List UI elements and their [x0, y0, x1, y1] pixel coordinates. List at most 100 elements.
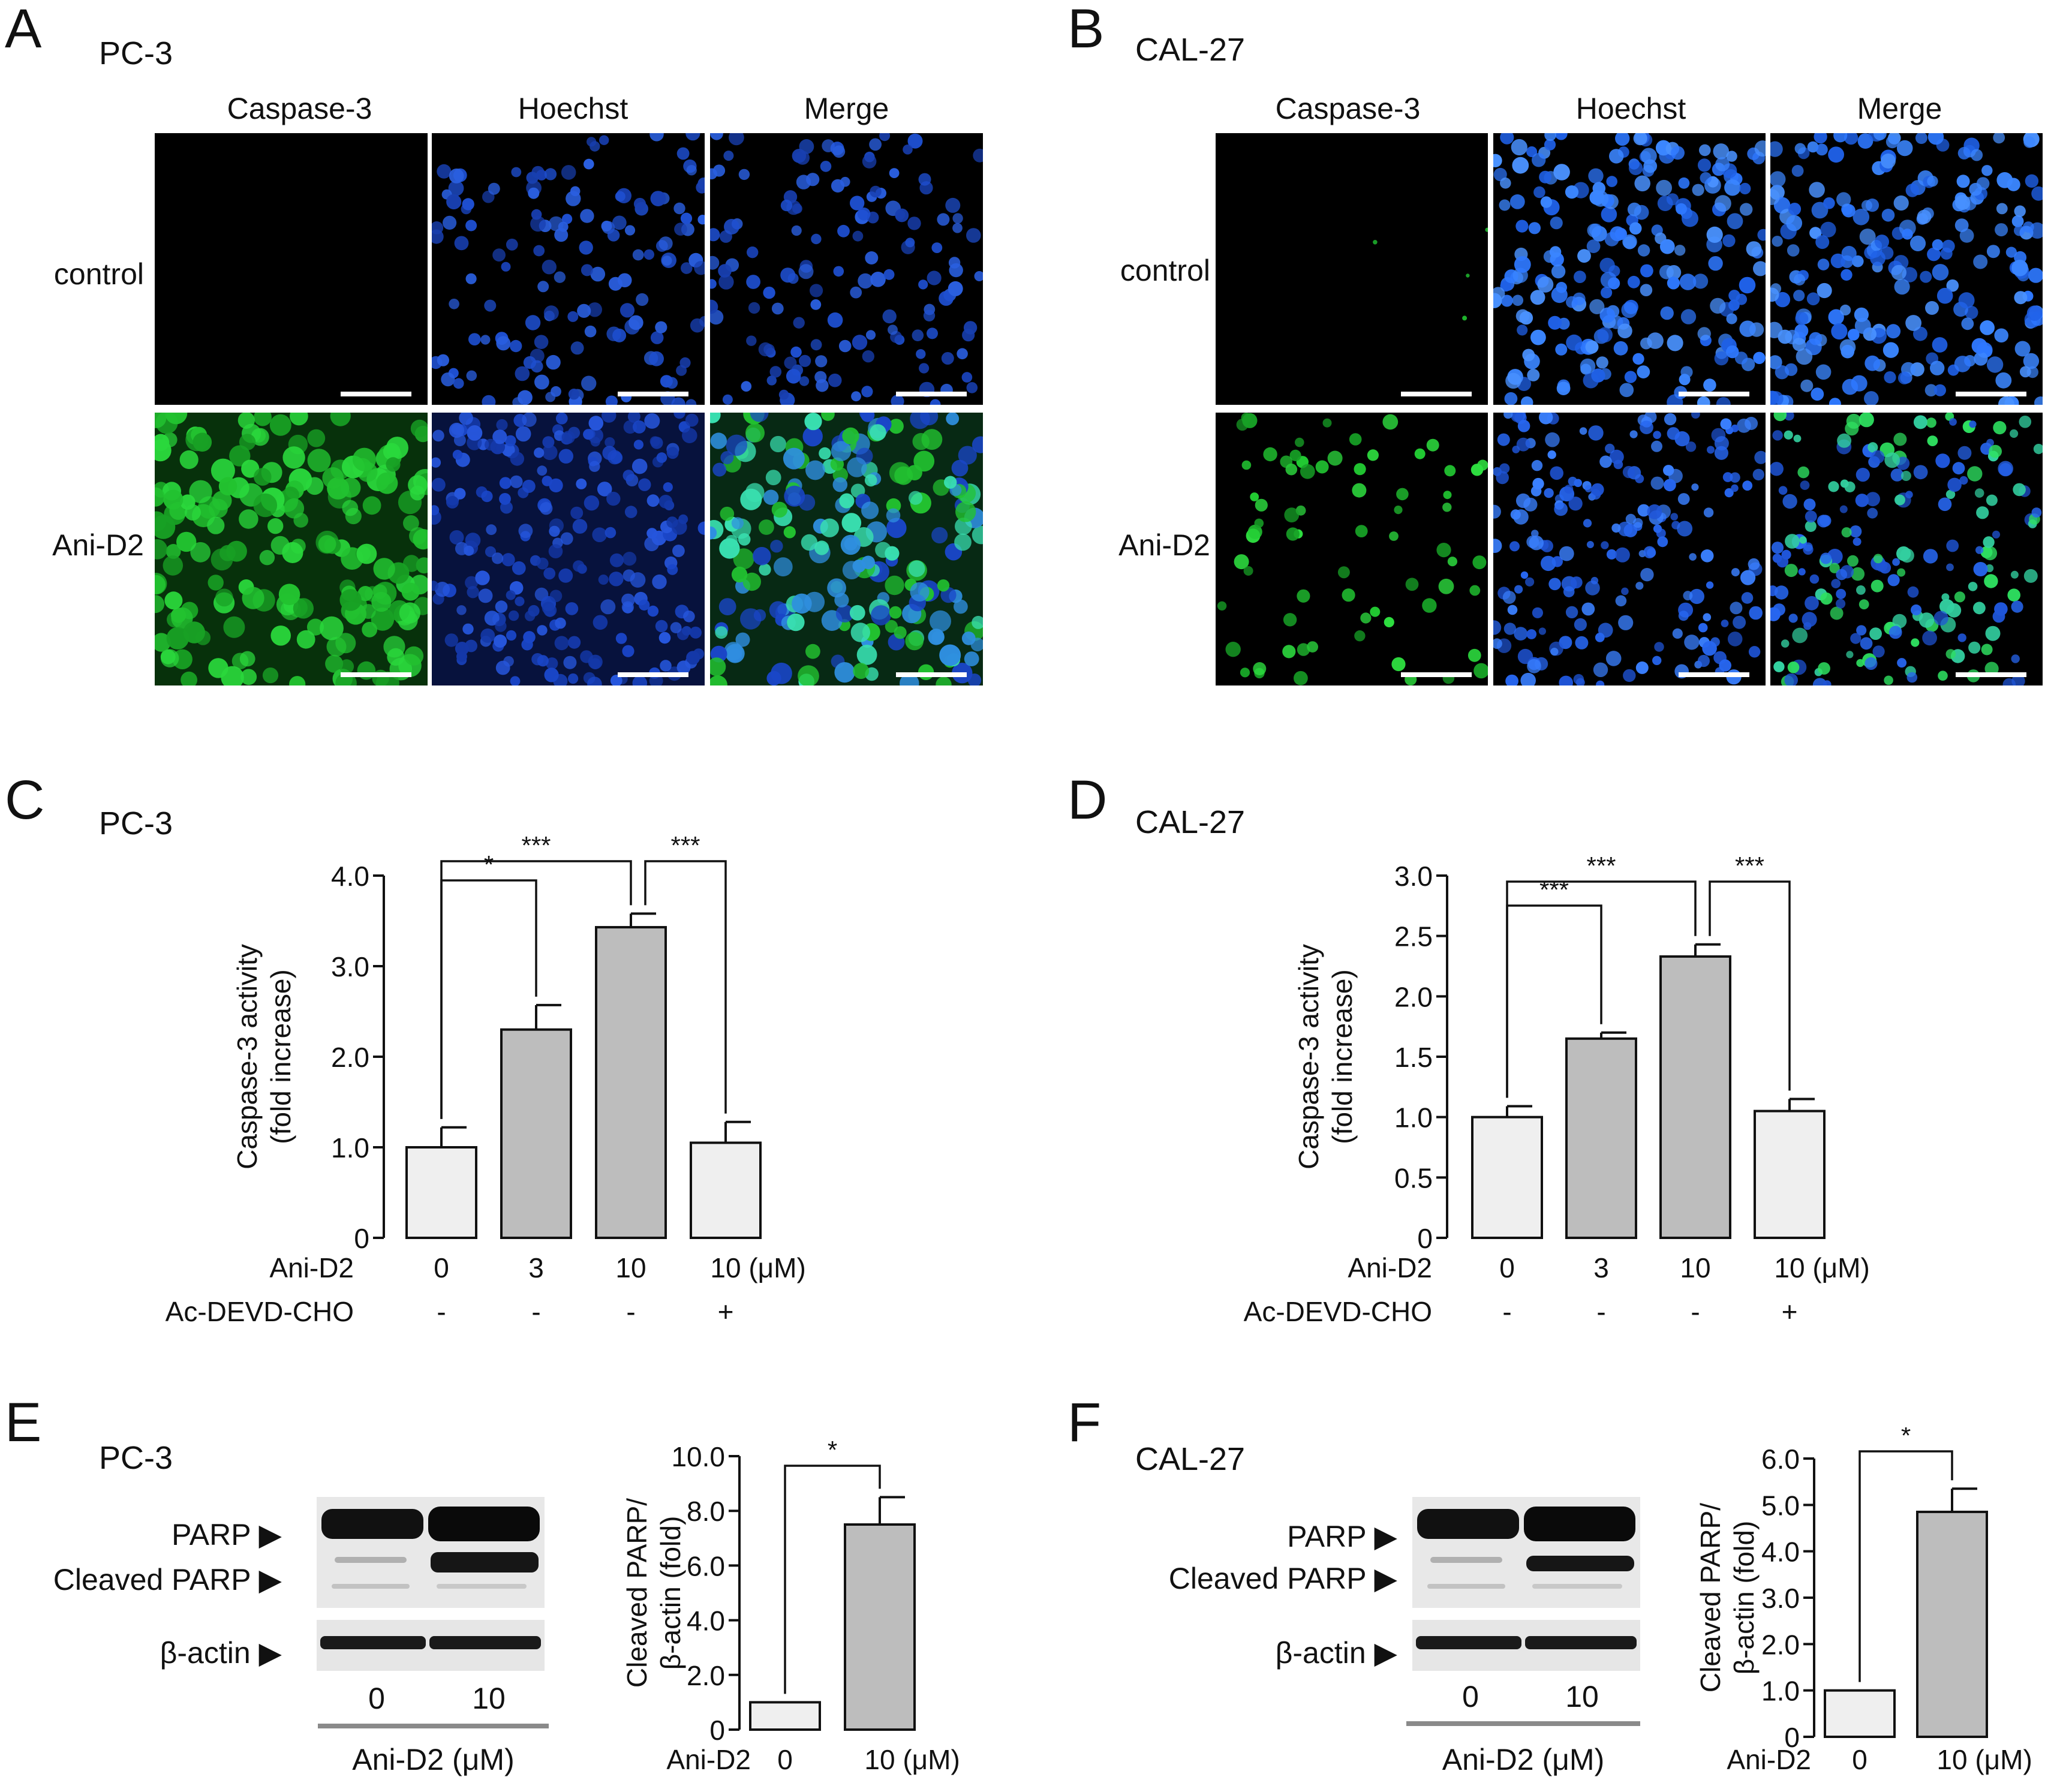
cell-nucleus: [2022, 221, 2034, 233]
micrograph-b-control-merge: [1770, 133, 2043, 405]
cell-nucleus: [1809, 332, 1823, 345]
cell-nucleus: [1870, 250, 1885, 266]
cell-nucleus: [1968, 582, 1978, 591]
cell-nucleus: [1724, 488, 1734, 498]
panel-c-title: PC-3: [99, 805, 173, 841]
cell-nucleus: [432, 457, 441, 468]
cell-nucleus: [1817, 258, 1830, 270]
cell-nucleus: [163, 489, 184, 510]
cell-nucleus: [1640, 264, 1653, 278]
cell-nucleus: [1859, 413, 1874, 428]
cell-nucleus: [913, 450, 935, 472]
cell-nucleus: [1355, 525, 1368, 537]
cell-nucleus: [1844, 133, 1859, 145]
cell-nucleus: [554, 636, 569, 651]
cell-nucleus: [712, 462, 727, 477]
cell-nucleus: [207, 516, 225, 534]
cell-nucleus: [1828, 146, 1844, 163]
cell-nucleus: [1512, 157, 1529, 174]
cell-nucleus: [1728, 290, 1740, 302]
cell-nucleus: [1677, 493, 1690, 505]
cell-nucleus: [1414, 448, 1426, 459]
blot-f-parp-label: PARP ▶: [1287, 1520, 1397, 1553]
cell-nucleus: [1788, 203, 1802, 216]
cell-nucleus: [443, 215, 457, 230]
cell-nucleus: [638, 478, 651, 491]
cell-nucleus: [1772, 236, 1783, 247]
cell-nucleus: [753, 609, 766, 622]
cell-nucleus: [492, 429, 507, 444]
treatment-value: 10: [1680, 1252, 1710, 1283]
cell-nucleus: [918, 279, 928, 290]
cell-nucleus: [955, 501, 976, 522]
cell-nucleus: [1629, 430, 1638, 438]
cell-nucleus: [1800, 480, 1810, 490]
cell-nucleus: [570, 506, 584, 519]
cell-nucleus: [974, 271, 983, 281]
cell-nucleus: [683, 611, 695, 623]
cell-nucleus: [1680, 309, 1697, 324]
cell-nucleus: [548, 544, 563, 558]
bar: [1916, 1510, 1988, 1739]
cell-nucleus: [622, 569, 635, 582]
y-axis-title: Caspase-3 activity (fold increase): [231, 944, 296, 1169]
cell-nucleus: [1829, 563, 1840, 573]
cell-nucleus: [1505, 674, 1518, 685]
cell-nucleus: [549, 525, 560, 537]
cell-nucleus: [352, 447, 377, 471]
cell-nucleus: [320, 616, 344, 641]
cell-nucleus: [1621, 587, 1629, 596]
bar: [500, 1028, 572, 1239]
cell-nucleus: [916, 349, 926, 359]
cell-nucleus: [676, 365, 687, 376]
blot-band-faint-lane-10: [437, 1584, 527, 1589]
cell-nucleus: [434, 582, 450, 597]
cell-nucleus: [888, 419, 904, 434]
cell-nucleus: [1745, 417, 1758, 430]
cell-nucleus: [494, 635, 507, 648]
cell-nucleus: [1846, 413, 1862, 429]
cell-nucleus: [1436, 543, 1451, 558]
cell-nucleus: [403, 555, 420, 572]
cell-nucleus: [771, 662, 792, 684]
cell-nucleus: [1670, 513, 1678, 521]
cell-nucleus: [1727, 632, 1743, 647]
cell-nucleus: [1682, 210, 1698, 227]
micrograph-cells: [1493, 413, 1766, 685]
cell-nucleus: [548, 216, 564, 231]
cell-nucleus: [1394, 506, 1403, 515]
blot-band-actin-lane-10: [1525, 1636, 1637, 1649]
cell-nucleus: [1556, 381, 1571, 395]
cell-nucleus: [496, 336, 511, 351]
cell-nucleus: [1841, 344, 1855, 359]
significance-label: ***: [1586, 852, 1616, 880]
cell-nucleus: [1993, 421, 2007, 435]
cell-nucleus: [537, 465, 548, 476]
cell-nucleus: [710, 413, 721, 423]
cell-nucleus: [1532, 153, 1546, 167]
cell-nucleus: [229, 445, 251, 467]
cell-nucleus: [723, 151, 734, 161]
cell-nucleus: [907, 133, 923, 149]
cell-nucleus: [1872, 645, 1885, 658]
cell-nucleus: [453, 378, 464, 389]
cell-nucleus: [831, 441, 852, 461]
cell-nucleus: [568, 389, 580, 400]
cell-nucleus: [1994, 602, 2008, 616]
cell-nucleus: [282, 542, 303, 563]
micrograph-a-anid2-hoechst: [432, 413, 705, 685]
blot-band-cleaved-lane-10: [431, 1552, 539, 1572]
cell-nucleus: [584, 495, 600, 511]
cell-nucleus: [1635, 582, 1644, 590]
cell-nucleus: [1605, 443, 1615, 454]
cell-nucleus: [1693, 273, 1709, 289]
cell-nucleus: [1643, 546, 1656, 558]
cell-nucleus: [584, 158, 594, 170]
cell-nucleus: [1503, 623, 1517, 635]
cell-nucleus: [652, 574, 667, 590]
cell-nucleus: [584, 325, 597, 338]
cell-nucleus: [515, 426, 531, 442]
cell-nucleus: [1969, 420, 1977, 428]
cell-nucleus: [622, 645, 634, 657]
cell-nucleus: [1653, 431, 1661, 439]
